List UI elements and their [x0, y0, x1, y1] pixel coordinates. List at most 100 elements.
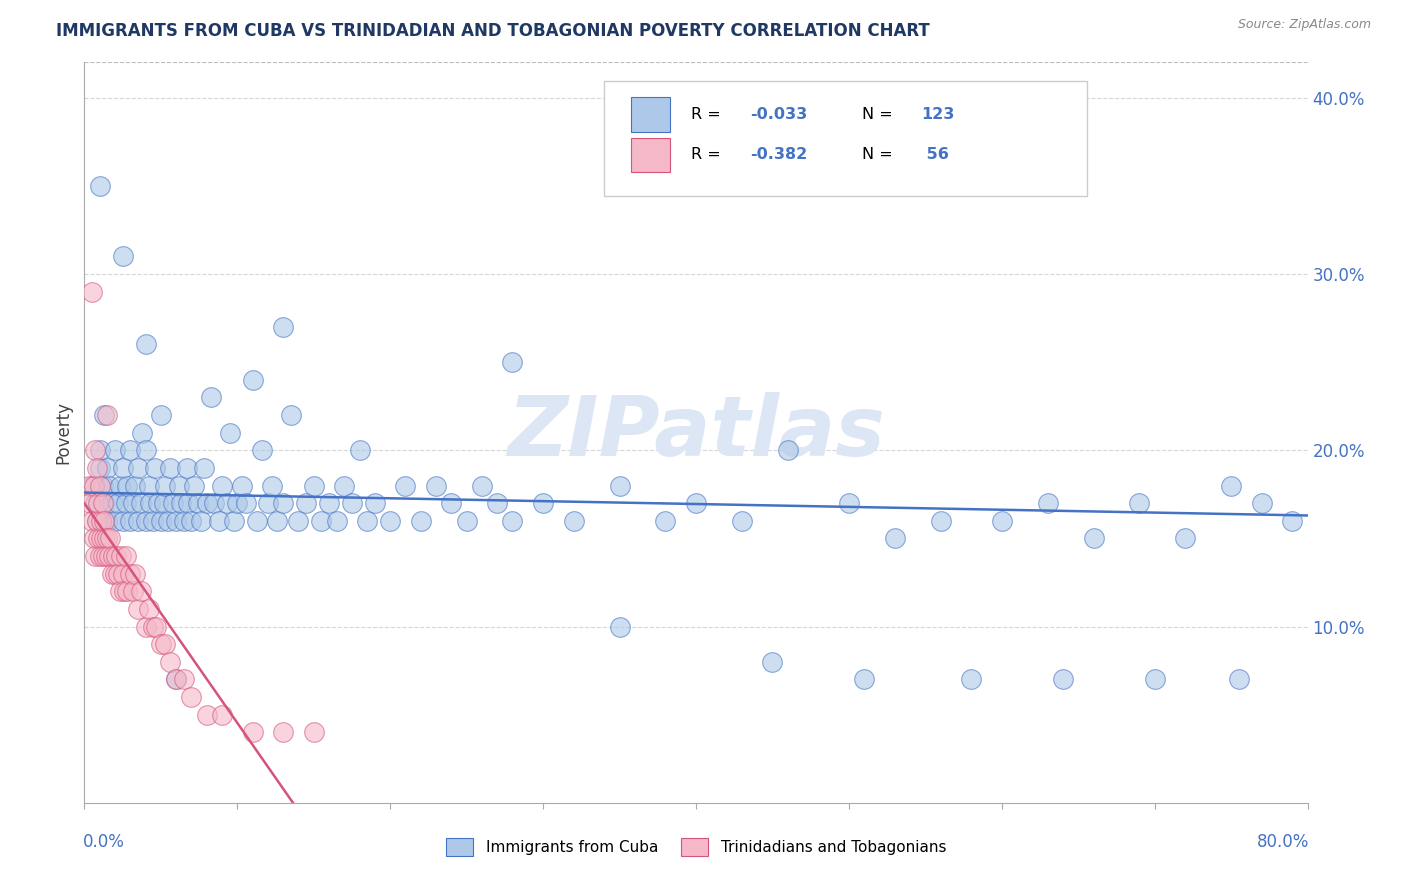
- Point: [104, 443, 127, 458]
- Point: [93, 408, 115, 422]
- Text: ZIPatlas: ZIPatlas: [508, 392, 884, 473]
- Point: [155, 637, 177, 651]
- Point: [97, 478, 120, 492]
- Point: [257, 496, 280, 510]
- Text: 0.0%: 0.0%: [83, 833, 125, 851]
- Point: [129, 584, 152, 599]
- Point: [111, 249, 134, 263]
- Point: [190, 514, 212, 528]
- Point: [471, 478, 494, 492]
- Point: [271, 319, 294, 334]
- Point: [115, 584, 138, 599]
- Point: [215, 496, 238, 510]
- Point: [235, 496, 257, 510]
- Point: [776, 443, 799, 458]
- Point: [242, 725, 264, 739]
- Point: [101, 496, 124, 510]
- Point: [271, 496, 294, 510]
- Y-axis label: Poverty: Poverty: [55, 401, 73, 464]
- Point: [165, 514, 187, 528]
- Point: [89, 443, 111, 458]
- Point: [124, 478, 146, 492]
- Point: [1174, 532, 1197, 546]
- Point: [138, 478, 160, 492]
- Point: [79, 496, 101, 510]
- Point: [1128, 496, 1150, 510]
- Point: [562, 514, 585, 528]
- Point: [96, 408, 118, 422]
- Point: [394, 478, 416, 492]
- Point: [231, 478, 253, 492]
- FancyBboxPatch shape: [631, 137, 671, 172]
- Point: [186, 496, 208, 510]
- Point: [280, 408, 302, 422]
- Point: [142, 514, 165, 528]
- Point: [87, 532, 110, 546]
- Point: [93, 496, 115, 510]
- Point: [149, 637, 172, 651]
- Point: [685, 496, 707, 510]
- Point: [139, 496, 162, 510]
- Point: [93, 532, 115, 546]
- Point: [224, 514, 246, 528]
- Point: [129, 496, 152, 510]
- Text: 56: 56: [921, 147, 949, 162]
- Point: [200, 390, 222, 404]
- Point: [89, 549, 111, 563]
- Point: [98, 532, 121, 546]
- Point: [127, 514, 149, 528]
- Point: [115, 478, 138, 492]
- Point: [83, 532, 105, 546]
- Point: [173, 514, 195, 528]
- Point: [104, 514, 127, 528]
- Point: [325, 514, 347, 528]
- Text: 80.0%: 80.0%: [1257, 833, 1309, 851]
- Point: [135, 619, 157, 633]
- Point: [91, 478, 114, 492]
- Point: [180, 514, 202, 528]
- Point: [89, 461, 111, 475]
- Point: [111, 566, 134, 581]
- Point: [96, 532, 118, 546]
- Point: [165, 673, 187, 687]
- Point: [77, 478, 100, 492]
- Point: [167, 478, 190, 492]
- Point: [502, 355, 524, 369]
- Text: -0.033: -0.033: [749, 107, 807, 122]
- Text: R =: R =: [692, 147, 725, 162]
- Point: [135, 514, 157, 528]
- Point: [271, 725, 294, 739]
- Point: [929, 514, 952, 528]
- Point: [609, 478, 631, 492]
- Point: [883, 532, 905, 546]
- Point: [96, 514, 118, 528]
- Point: [211, 707, 233, 722]
- Text: N =: N =: [862, 147, 898, 162]
- Point: [114, 549, 136, 563]
- Point: [103, 549, 125, 563]
- Point: [96, 461, 118, 475]
- Point: [195, 707, 218, 722]
- Point: [242, 373, 264, 387]
- Point: [195, 496, 218, 510]
- Point: [1227, 673, 1250, 687]
- Point: [120, 514, 142, 528]
- Point: [120, 443, 142, 458]
- Point: [266, 514, 288, 528]
- Text: N =: N =: [862, 107, 898, 122]
- Point: [146, 496, 169, 510]
- Point: [761, 655, 783, 669]
- Point: [90, 532, 112, 546]
- Point: [86, 461, 108, 475]
- Point: [84, 549, 107, 563]
- Point: [1220, 478, 1243, 492]
- Point: [127, 461, 149, 475]
- Text: Source: ZipAtlas.com: Source: ZipAtlas.com: [1237, 18, 1371, 31]
- Point: [295, 496, 318, 510]
- Point: [486, 496, 509, 510]
- Point: [84, 443, 107, 458]
- Point: [177, 496, 200, 510]
- Point: [165, 673, 187, 687]
- Point: [91, 496, 114, 510]
- Point: [86, 514, 108, 528]
